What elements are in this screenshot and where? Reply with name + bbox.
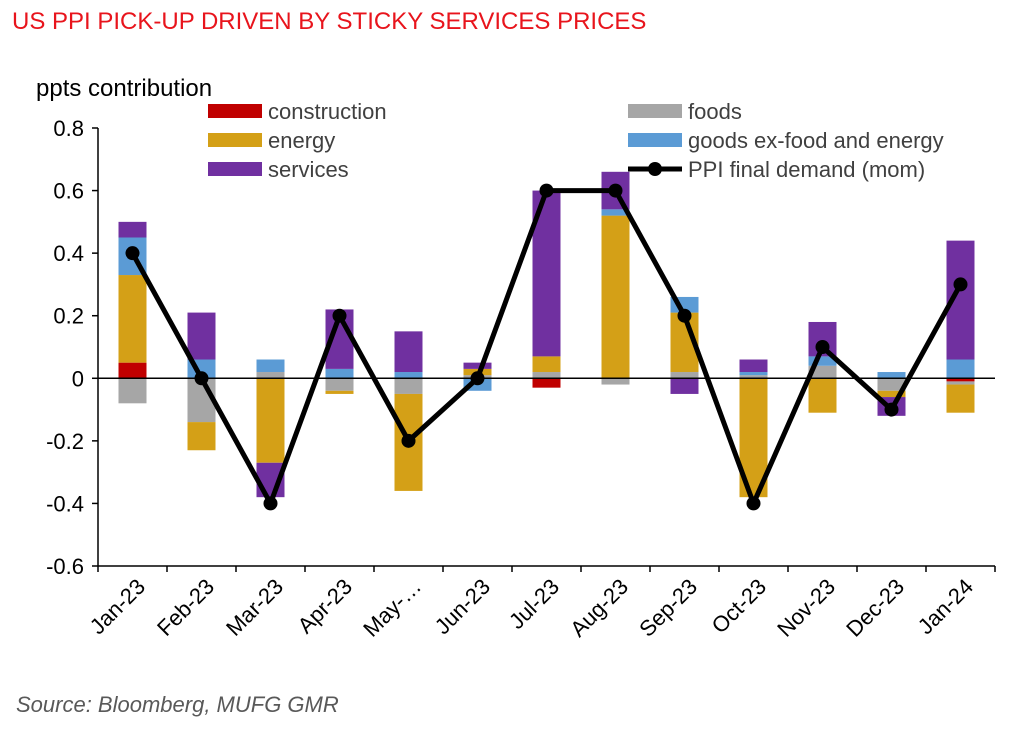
bar-foods <box>601 378 630 385</box>
ppi-point <box>884 402 899 417</box>
y-tick-label: -0.6 <box>46 554 84 579</box>
x-tick-label: Apr-23 <box>293 574 357 638</box>
bar-energy <box>946 384 975 413</box>
ppi-point <box>401 433 416 448</box>
bar-energy <box>256 378 285 463</box>
ppi-point <box>608 183 623 198</box>
legend-label: PPI final demand (mom) <box>688 157 925 182</box>
x-tick-label: Feb-23 <box>152 574 219 641</box>
x-tick-label: Dec-23 <box>841 574 909 642</box>
x-tick-label: Nov-23 <box>772 574 840 642</box>
legend-swatch-energy <box>208 133 262 147</box>
legend-label: energy <box>268 128 335 153</box>
bar-goods-ex-food-and-energy <box>256 359 285 373</box>
y-tick-label: 0.2 <box>53 304 84 329</box>
legend-swatch-goods-ex-food-and-energy <box>628 133 682 147</box>
ppi-point <box>953 277 968 292</box>
legend-line-marker <box>648 162 662 176</box>
y-tick-label: -0.4 <box>46 491 84 516</box>
bar-goods-ex-food-and-energy <box>394 372 423 379</box>
x-tick-label: Oct-23 <box>707 574 771 638</box>
bar-goods-ex-food-and-energy <box>877 372 906 379</box>
bar-foods <box>670 372 699 379</box>
bar-goods-ex-food-and-energy <box>946 359 975 379</box>
y-tick-label: 0.4 <box>53 241 84 266</box>
x-tick-label: Jun-23 <box>430 574 495 639</box>
bar-foods <box>946 381 975 385</box>
ppi-point <box>539 183 554 198</box>
ppi-point <box>470 371 485 386</box>
bar-services <box>739 359 768 373</box>
x-tick-label: Jan-24 <box>913 574 978 639</box>
bar-energy <box>808 378 837 413</box>
x-tick-label: May-… <box>358 574 426 642</box>
bar-goods-ex-food-and-energy <box>601 209 630 216</box>
source-note: Source: Bloomberg, MUFG GMR <box>16 692 339 717</box>
bar-foods <box>877 378 906 391</box>
bar-goods-ex-food-and-energy <box>325 368 354 379</box>
legend-label: services <box>268 157 349 182</box>
bar-energy <box>877 390 906 398</box>
bar-foods <box>394 378 423 394</box>
legend-label: construction <box>268 99 387 124</box>
y-tick-label: 0.6 <box>53 179 84 204</box>
bar-energy <box>325 390 354 394</box>
ppi-point <box>746 496 761 511</box>
x-tick-label: Sep-23 <box>634 574 702 642</box>
bar-foods <box>118 378 147 404</box>
bar-construction <box>946 378 975 382</box>
legend-label: goods ex-food and energy <box>688 128 944 153</box>
legend-swatch-services <box>208 162 262 176</box>
x-tick-label: Jul-23 <box>504 574 564 634</box>
bar-services <box>187 312 216 360</box>
y-tick-label: 0 <box>72 366 84 391</box>
bar-energy <box>187 422 216 451</box>
bar-foods <box>532 372 561 379</box>
chart-title: US PPI PICK-UP DRIVEN BY STICKY SERVICES… <box>12 8 647 35</box>
x-tick-label: Jan-23 <box>85 574 150 639</box>
bar-construction <box>118 362 147 379</box>
ppi-point <box>677 308 692 323</box>
ppi-point <box>194 371 209 386</box>
bar-foods <box>739 375 768 379</box>
y-tick-label: -0.2 <box>46 429 84 454</box>
y-axis-label: ppts contribution <box>36 75 212 102</box>
legend-swatch-construction <box>208 104 262 118</box>
legend-label: foods <box>688 99 742 124</box>
bar-foods <box>325 378 354 391</box>
bar-goods-ex-food-and-energy <box>808 356 837 366</box>
ppi-point <box>125 246 140 261</box>
bar-services <box>670 378 699 394</box>
bar-goods-ex-food-and-energy <box>739 372 768 376</box>
y-tick-label: 0.8 <box>53 116 84 141</box>
bar-energy <box>118 275 147 363</box>
bar-energy <box>532 356 561 373</box>
bar-energy <box>601 215 630 379</box>
ppi-point <box>332 308 347 323</box>
bar-services <box>118 221 147 238</box>
ppi-point <box>263 496 278 511</box>
bar-services <box>394 331 423 373</box>
ppi-contribution-chart: -0.6 -0.4 -0.2 0 0.2 0.4 0.6 0.8 ppts contributi… <box>36 75 996 642</box>
bar-services <box>463 362 492 369</box>
bar-foods <box>256 372 285 379</box>
x-tick-label: Mar-23 <box>221 574 288 641</box>
ppi-point <box>815 340 830 354</box>
bar-construction <box>532 378 561 388</box>
legend-swatch-foods <box>628 104 682 118</box>
x-tick-label: Aug-23 <box>565 574 633 642</box>
